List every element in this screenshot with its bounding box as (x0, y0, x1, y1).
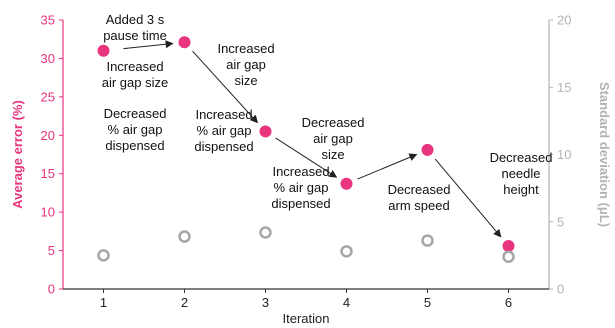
annotation-line: pause time (103, 28, 167, 43)
annotation-line: air gap (313, 131, 353, 146)
annotation-text: Decreased air gap size (302, 115, 365, 162)
right-tick-label: 0 (557, 282, 564, 297)
annotation-line: arm speed (388, 198, 449, 213)
annotation-line: Increased (195, 107, 252, 122)
standard-deviation-point (421, 234, 434, 247)
annotation-line: air gap size (102, 75, 168, 90)
right-tick-label: 5 (557, 214, 564, 229)
x-tick-label: 2 (181, 295, 188, 310)
annotation-line: % air gap (274, 180, 329, 195)
x-tick-label: 4 (343, 295, 350, 310)
transition-arrow (357, 153, 418, 180)
standard-deviation-point (502, 250, 515, 263)
transition-arrow (192, 50, 259, 124)
right-tick-label: 20 (557, 13, 571, 28)
right-axis-title: Standard deviation (μL) (597, 82, 612, 227)
average-error-point (421, 143, 434, 156)
right-tick-label: 10 (557, 147, 571, 162)
annotation-line: Increased (106, 59, 163, 74)
x-tick-label: 1 (100, 295, 107, 310)
x-tick-label: 3 (262, 295, 269, 310)
standard-deviation-point (259, 226, 272, 239)
x-tick-label: 5 (424, 295, 431, 310)
annotation-text: Increased% air gap dispensed (271, 164, 330, 211)
annotation-line: Decreased (302, 115, 365, 130)
annotation-line: % air gap (197, 123, 252, 138)
left-tick-label: 5 (48, 243, 55, 258)
transition-arrow (123, 40, 174, 50)
left-tick-label: 20 (41, 128, 55, 143)
left-axis-title: Average error (%) (10, 100, 25, 209)
annotation-line: dispensed (271, 196, 330, 211)
standard-deviation-point (97, 249, 110, 262)
annotation-line: Increased (217, 41, 274, 56)
annotation-line: height (503, 182, 539, 197)
average-error-point (97, 44, 110, 57)
left-tick-label: 15 (41, 166, 55, 181)
annotation-line: air gap (226, 57, 266, 72)
transition-arrow (275, 137, 338, 178)
left-tick-label: 0 (48, 282, 55, 297)
annotation-line: % air gap (108, 122, 163, 137)
left-tick-label: 10 (41, 205, 55, 220)
annotation-line: Decreased (104, 106, 167, 121)
standard-deviation-point (340, 245, 353, 258)
annotation-line: Increased (272, 164, 329, 179)
x-axis-title: Iteration (283, 311, 330, 326)
annotation-line: Decreased (388, 182, 451, 197)
annotation-text: Decreased arm speed (388, 182, 451, 213)
annotation-text: Decreased% air gap dispensed (104, 106, 167, 153)
average-error-point (502, 239, 515, 252)
standard-deviation-point (178, 230, 191, 243)
annotation-text: Added 3 s pause time (103, 12, 167, 43)
annotation-line: size (321, 147, 344, 162)
annotation-line: dispensed (194, 139, 253, 154)
annotation-line: Decreased (490, 150, 553, 165)
average-error-point (259, 125, 272, 138)
average-error-point (178, 36, 191, 49)
annotation-line: size (234, 73, 257, 88)
annotation-line: needle (501, 166, 540, 181)
right-tick-label: 15 (557, 80, 571, 95)
x-tick-label: 6 (505, 295, 512, 310)
transition-arrow (434, 158, 502, 238)
left-tick-label: 25 (41, 89, 55, 104)
left-tick-label: 30 (41, 51, 55, 66)
average-error-point (340, 177, 353, 190)
annotation-line: Added 3 s (106, 12, 165, 27)
annotation-text: Increased% air gap dispensed (194, 107, 253, 154)
annotation-line: dispensed (105, 138, 164, 153)
left-tick-label: 35 (41, 13, 55, 28)
annotation-text: Decreased needle height (490, 150, 553, 197)
annotation-text: Increased air gap size (217, 41, 274, 88)
annotation-text: Increased air gap size (102, 59, 168, 90)
